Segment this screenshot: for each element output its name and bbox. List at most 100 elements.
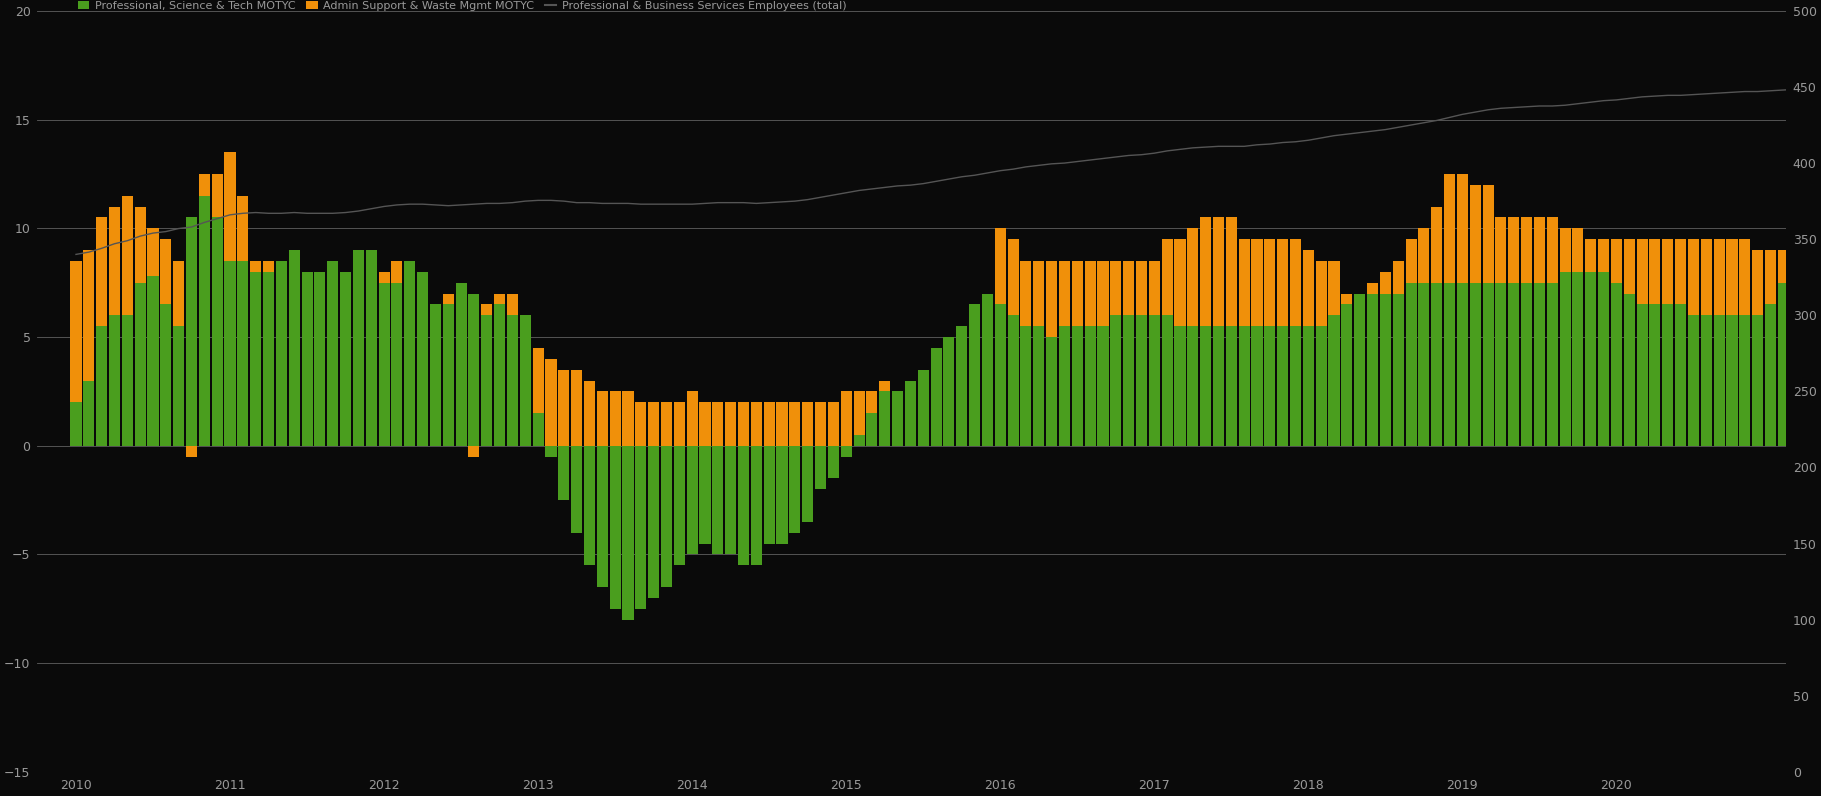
Bar — [417, 271, 428, 446]
Bar — [1368, 294, 1378, 446]
Bar — [1650, 239, 1661, 446]
Bar — [1264, 326, 1275, 446]
Bar — [1355, 294, 1366, 446]
Bar — [1714, 315, 1724, 446]
Bar — [1612, 239, 1623, 446]
Bar — [379, 283, 390, 446]
Bar — [315, 271, 326, 446]
Bar — [1264, 239, 1275, 446]
Bar — [1586, 239, 1597, 446]
Bar — [1073, 326, 1083, 446]
Bar — [1251, 239, 1262, 446]
Bar — [585, 446, 595, 565]
Bar — [956, 326, 967, 446]
Bar — [1559, 228, 1572, 446]
Bar — [597, 446, 608, 587]
Bar — [788, 402, 801, 446]
Bar — [1546, 283, 1557, 446]
Bar — [455, 283, 466, 446]
Bar — [623, 446, 634, 619]
Bar — [969, 304, 980, 446]
Bar — [931, 359, 941, 446]
Bar — [1020, 326, 1031, 446]
Bar — [1162, 315, 1173, 446]
Bar — [687, 392, 697, 446]
Bar — [1675, 304, 1686, 446]
Bar — [1149, 261, 1160, 446]
Bar — [1033, 326, 1043, 446]
Bar — [1624, 294, 1635, 446]
Bar — [597, 392, 608, 446]
Bar — [1714, 239, 1724, 446]
Bar — [905, 392, 916, 446]
Bar — [1098, 326, 1109, 446]
Bar — [648, 446, 659, 598]
Bar — [994, 228, 1005, 446]
Bar — [1136, 315, 1147, 446]
Bar — [816, 446, 827, 490]
Bar — [148, 228, 158, 446]
Bar — [892, 392, 903, 446]
Bar — [803, 446, 814, 522]
Bar — [636, 446, 646, 609]
Bar — [750, 446, 761, 565]
Bar — [1329, 261, 1340, 446]
Bar — [249, 271, 260, 446]
Bar — [532, 413, 544, 446]
Bar — [1406, 283, 1417, 446]
Bar — [71, 402, 82, 446]
Bar — [854, 392, 865, 446]
Bar — [1599, 271, 1610, 446]
Bar — [1111, 315, 1122, 446]
Bar — [725, 402, 736, 446]
Bar — [803, 402, 814, 446]
Bar — [392, 283, 402, 446]
Bar — [1444, 174, 1455, 446]
Bar — [1329, 315, 1340, 446]
Bar — [712, 446, 723, 555]
Bar — [1739, 239, 1750, 446]
Bar — [1380, 271, 1391, 446]
Bar — [559, 369, 570, 446]
Bar — [1187, 228, 1198, 446]
Bar — [224, 261, 235, 446]
Bar — [1226, 217, 1236, 446]
Bar — [1701, 239, 1712, 446]
Bar — [816, 402, 827, 446]
Bar — [328, 271, 339, 446]
Bar — [1315, 326, 1328, 446]
Bar — [341, 271, 351, 446]
Bar — [994, 304, 1005, 446]
Bar — [1816, 206, 1821, 446]
Bar — [1007, 239, 1018, 446]
Bar — [1508, 283, 1519, 446]
Bar — [867, 392, 878, 446]
Bar — [854, 435, 865, 446]
Bar — [1586, 271, 1597, 446]
Bar — [1612, 283, 1623, 446]
Bar — [1752, 250, 1763, 446]
Bar — [1098, 261, 1109, 446]
Bar — [1175, 239, 1185, 446]
Bar — [1790, 261, 1801, 446]
Bar — [1289, 239, 1300, 446]
Bar — [353, 283, 364, 446]
Bar — [249, 261, 260, 446]
Bar — [122, 196, 133, 446]
Bar — [519, 315, 532, 446]
Bar — [1406, 239, 1417, 446]
Bar — [1431, 206, 1442, 446]
Bar — [1187, 326, 1198, 446]
Bar — [1085, 261, 1096, 446]
Bar — [1470, 283, 1480, 446]
Bar — [1368, 283, 1378, 446]
Bar — [1213, 217, 1224, 446]
Bar — [648, 402, 659, 446]
Bar — [1765, 304, 1775, 446]
Bar — [275, 261, 288, 446]
Bar — [867, 413, 878, 446]
Bar — [1533, 217, 1544, 446]
Bar — [841, 392, 852, 446]
Bar — [1663, 304, 1673, 446]
Bar — [1816, 152, 1821, 446]
